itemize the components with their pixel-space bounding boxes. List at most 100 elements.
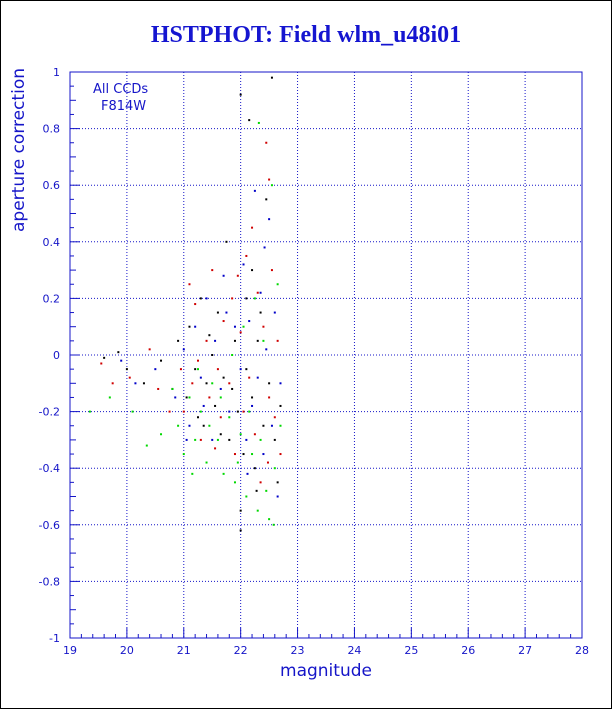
- data-point: [160, 359, 163, 362]
- data-point: [194, 325, 197, 328]
- data-point: [197, 416, 199, 419]
- data-point: [239, 509, 242, 512]
- data-point: [253, 467, 256, 470]
- data-point: [205, 382, 208, 385]
- data-point: [228, 410, 231, 413]
- data-point: [236, 410, 239, 413]
- x-tick-label: 27: [518, 644, 532, 657]
- data-point: [259, 311, 262, 314]
- data-point: [268, 396, 271, 399]
- data-point: [228, 438, 231, 441]
- data-point: [270, 184, 273, 187]
- data-point: [253, 433, 256, 436]
- data-point: [233, 325, 236, 328]
- data-point: [251, 453, 254, 456]
- data-point: [154, 368, 157, 371]
- plot-area: [69, 71, 583, 639]
- data-point: [117, 351, 120, 354]
- data-point: [157, 387, 160, 390]
- y-tick-label: 0.4: [43, 236, 61, 249]
- data-point: [276, 481, 279, 484]
- data-point: [248, 119, 251, 122]
- data-point: [194, 438, 197, 441]
- data-point: [231, 387, 234, 390]
- y-tick-label: 0.8: [43, 123, 61, 136]
- data-point: [185, 438, 188, 441]
- data-point: [248, 410, 251, 413]
- data-point: [202, 404, 205, 407]
- data-point: [219, 387, 222, 390]
- data-point: [177, 424, 180, 427]
- data-point: [248, 376, 251, 379]
- data-point: [179, 368, 182, 371]
- data-point: [268, 178, 271, 181]
- y-tick-label: 0: [53, 349, 60, 362]
- point-layer: [88, 76, 282, 532]
- data-point: [168, 410, 171, 413]
- data-point: [197, 359, 199, 362]
- y-tick-label: -0.2: [39, 406, 60, 419]
- data-point: [188, 325, 191, 328]
- x-tick-label: 21: [177, 644, 191, 657]
- data-point: [242, 263, 245, 266]
- data-point: [268, 218, 271, 221]
- x-tick-label: 25: [404, 644, 418, 657]
- data-point: [216, 438, 219, 441]
- data-point: [239, 331, 242, 334]
- data-point: [120, 359, 123, 362]
- data-point: [256, 376, 259, 379]
- data-point: [239, 433, 242, 436]
- data-point: [245, 368, 248, 371]
- chart-title: HSTPHOT: Field wlm_u48i01: [150, 22, 462, 48]
- data-point: [245, 438, 248, 441]
- x-tick-label: 19: [63, 644, 77, 657]
- data-point: [279, 424, 282, 427]
- data-point: [276, 339, 279, 342]
- x-tick-label: 24: [347, 644, 361, 657]
- data-point: [245, 495, 248, 498]
- data-point: [191, 472, 194, 475]
- data-point: [276, 283, 279, 286]
- data-point: [242, 325, 245, 328]
- data-point: [279, 404, 282, 407]
- data-point: [194, 303, 197, 306]
- data-point: [248, 320, 251, 323]
- data-point: [194, 368, 197, 371]
- y-tick-label: 1: [53, 66, 60, 79]
- data-point: [199, 410, 202, 413]
- data-point: [245, 297, 248, 300]
- data-point: [251, 404, 254, 407]
- data-point: [253, 297, 256, 300]
- data-point: [216, 311, 219, 314]
- data-point: [205, 339, 208, 342]
- data-point: [270, 76, 273, 79]
- data-point: [219, 433, 222, 436]
- data-point: [273, 467, 276, 470]
- data-point: [263, 246, 266, 249]
- data-point: [270, 424, 273, 427]
- data-point: [197, 368, 199, 371]
- tick-layer: 19 20 21 22 23 24 25 26 27 28 -1 -0.8 -0.6 -0.4 -0.2 0 0…: [39, 66, 589, 657]
- x-tick-label: 23: [291, 644, 305, 657]
- data-point: [214, 447, 217, 450]
- data-point: [239, 368, 242, 371]
- data-point: [205, 461, 208, 464]
- data-point: [270, 269, 273, 272]
- data-point: [88, 410, 91, 413]
- data-point: [279, 382, 282, 385]
- data-point: [228, 416, 231, 419]
- data-point: [236, 274, 239, 277]
- data-point: [242, 410, 245, 413]
- data-point: [225, 311, 228, 314]
- data-point: [182, 410, 185, 413]
- data-point: [259, 438, 262, 441]
- data-point: [273, 438, 276, 441]
- data-point: [231, 297, 234, 300]
- data-point: [262, 325, 265, 328]
- data-point: [265, 489, 268, 492]
- data-point: [177, 339, 180, 342]
- data-point: [208, 334, 211, 337]
- data-point: [148, 348, 151, 351]
- data-point: [265, 348, 268, 351]
